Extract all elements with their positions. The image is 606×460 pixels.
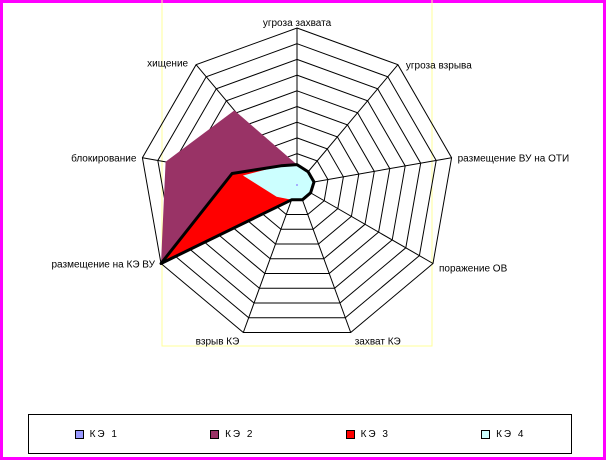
legend-item-4: КЭ 4 [481, 429, 525, 440]
axis-label-3: размещение ВУ на ОТИ [458, 154, 570, 165]
axis-label-8: блокирование [71, 153, 137, 165]
legend-label-4: КЭ 4 [496, 428, 526, 440]
axis-label-9: хищение [147, 59, 188, 70]
grid-ring-9 [157, 43, 437, 319]
series-1-mark [296, 184, 298, 186]
legend-swatch-2 [210, 429, 220, 439]
grid-spoke-4 [296, 184, 434, 264]
grid-spoke-2 [296, 64, 399, 186]
legend-item-2: КЭ 2 [210, 429, 254, 440]
legend: КЭ 1 КЭ 2 КЭ 3 КЭ 4 [28, 414, 572, 454]
axis-label-6: взрыв КЭ [196, 337, 240, 348]
axis-label-7: размещение на КЭ ВУ [51, 260, 155, 271]
grid-spoke-5 [296, 184, 352, 333]
legend-label-2: КЭ 2 [225, 428, 255, 440]
radar-series [159, 110, 316, 265]
axis-labels: угроза захвата угроза взрыва размещение ВУ… [51, 18, 569, 348]
plot-area-border [161, 0, 433, 347]
axis-label-5: захват КЭ [355, 337, 401, 348]
grid-spoke-6 [242, 184, 298, 333]
legend-swatch-3 [345, 429, 355, 439]
legend-swatch-4 [481, 429, 491, 439]
axis-label-4: поражение ОВ [439, 264, 508, 275]
legend-label-1: КЭ 1 [89, 428, 119, 440]
series-4-area [242, 164, 314, 200]
legend-item-3: КЭ 3 [345, 428, 390, 440]
grid-spoke-3 [296, 157, 452, 186]
legend-swatch-1 [74, 429, 84, 439]
grid-ring-10 [141, 27, 453, 333]
axis-label-2: угроза взрыва [406, 61, 472, 72]
legend-item-1: КЭ 1 [74, 428, 119, 440]
legend-label-3: КЭ 3 [360, 428, 390, 440]
axis-label-1: угроза захвата [263, 18, 332, 29]
grid-ring-8 [172, 58, 422, 304]
series-3-outline [159, 163, 316, 265]
